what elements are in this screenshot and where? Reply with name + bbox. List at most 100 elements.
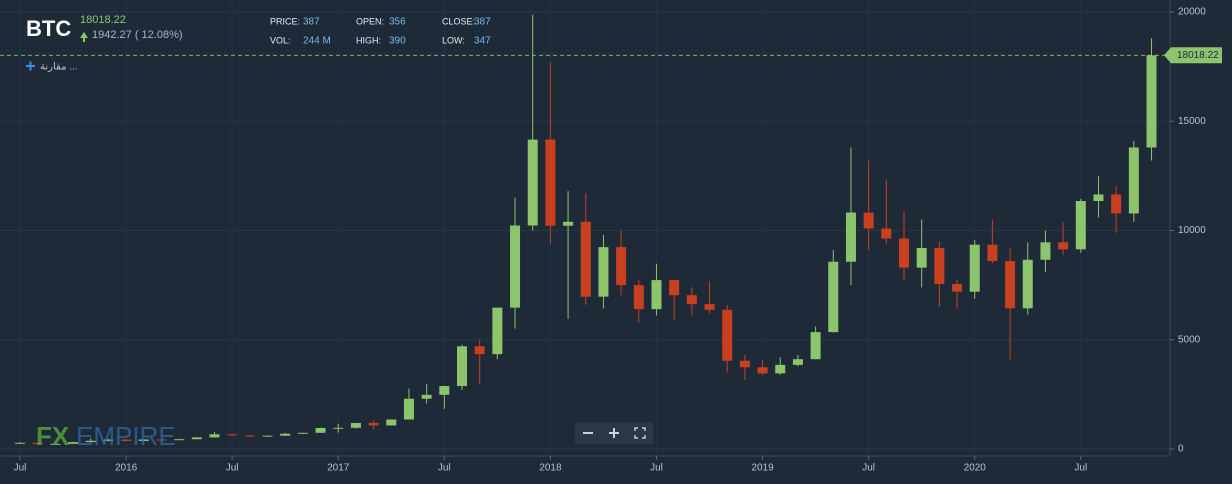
- watermark-empire: EMPIRE: [76, 421, 176, 451]
- info-value: 347: [474, 36, 491, 47]
- candle-body: [121, 439, 132, 441]
- candle-body: [368, 422, 379, 426]
- candle-body: [987, 244, 998, 262]
- info-value: 356: [389, 17, 406, 28]
- candle-body: [792, 359, 803, 365]
- candle-body: [580, 221, 591, 297]
- zoom-controls: [575, 422, 653, 444]
- x-tick-label: Jul: [1074, 463, 1087, 474]
- x-tick-label: Jul: [438, 463, 451, 474]
- candle-body: [952, 284, 963, 292]
- candle-body: [439, 386, 450, 395]
- candle-body: [616, 247, 627, 286]
- candle-body: [633, 285, 644, 310]
- info-value: 244 M: [303, 36, 331, 47]
- candle-body: [969, 244, 980, 292]
- candle-body: [191, 437, 202, 440]
- candle-body: [1040, 242, 1051, 260]
- candle-body: [297, 432, 308, 434]
- last-price: 18018.22: [80, 14, 126, 26]
- x-tick-label: Jul: [14, 463, 27, 474]
- candle-body: [757, 367, 768, 374]
- x-tick-label: 2020: [964, 463, 987, 474]
- x-tick-label: Jul: [226, 463, 239, 474]
- candle-body: [739, 360, 750, 368]
- price-tag-label: 18018.22: [1177, 50, 1219, 61]
- candle-body: [474, 346, 485, 355]
- candle-body: [244, 435, 255, 437]
- price-tag: [1164, 47, 1222, 64]
- candle-body: [810, 332, 821, 360]
- x-tick-label: Jul: [862, 463, 875, 474]
- candle-body: [1058, 242, 1069, 250]
- candle-body: [457, 346, 467, 387]
- candle-body: [651, 280, 662, 310]
- candle-body: [527, 139, 538, 226]
- candle-body: [598, 247, 609, 297]
- candle-body: [934, 247, 945, 285]
- candle-body: [845, 212, 856, 262]
- candle-body: [1075, 201, 1086, 250]
- info-label: CLOSE:: [442, 16, 475, 26]
- info-label: HIGH:: [356, 35, 381, 45]
- candle-body: [899, 238, 909, 268]
- candle-body: [669, 280, 680, 296]
- y-tick-label: 20000: [1178, 7, 1206, 18]
- candles: [15, 14, 1157, 445]
- info-value: 387: [474, 17, 491, 28]
- candle-body: [138, 439, 149, 441]
- candle-body: [386, 419, 397, 426]
- x-tick-label: 2017: [327, 463, 350, 474]
- info-label: VOL:: [270, 35, 291, 45]
- y-tick-label: 10000: [1178, 225, 1206, 236]
- candle-body: [32, 442, 43, 444]
- compare-button[interactable]: مقارنة ...: [26, 61, 78, 73]
- info-value: 387: [303, 17, 320, 28]
- y-tick-label: 0: [1178, 444, 1184, 455]
- x-tick-label: 2016: [115, 463, 138, 474]
- candle-body: [1146, 55, 1157, 148]
- candle-body: [916, 247, 927, 268]
- watermark: FX EMPIRE: [36, 421, 176, 451]
- candle-body: [315, 427, 326, 433]
- candle-body: [403, 398, 414, 420]
- candle-body: [563, 221, 574, 226]
- up-arrow: [80, 32, 88, 42]
- compare-label[interactable]: مقارنة ...: [40, 62, 78, 73]
- candle-body: [262, 435, 273, 437]
- watermark-fx: FX: [36, 421, 70, 451]
- zoom-in[interactable]: [609, 428, 619, 438]
- plus-icon: [26, 61, 35, 71]
- candle-body: [1128, 147, 1139, 214]
- candle-body: [1111, 194, 1122, 214]
- candle-body: [1093, 194, 1104, 202]
- candle-body: [492, 307, 503, 355]
- candle-body: [863, 212, 874, 229]
- candle-body: [103, 439, 114, 441]
- candle-body: [421, 394, 432, 399]
- y-tick-label: 5000: [1178, 334, 1201, 345]
- candle-body: [280, 433, 291, 436]
- candle-body: [68, 442, 79, 444]
- candle-body: [545, 139, 556, 226]
- change: 1942.27 ( 12.08%): [92, 29, 183, 41]
- candle-body: [1022, 259, 1033, 309]
- info-label: PRICE:: [270, 16, 300, 26]
- candle-body: [510, 225, 521, 308]
- candle-body: [686, 295, 697, 305]
- candle-body: [828, 261, 839, 333]
- x-tick-label: Jul: [650, 463, 663, 474]
- info-label: LOW:: [442, 35, 465, 45]
- symbol: BTC: [26, 16, 71, 41]
- y-tick-label: 15000: [1178, 116, 1206, 127]
- fullscreen[interactable]: [634, 427, 646, 439]
- info-label: OPEN:: [356, 16, 384, 26]
- candle-body: [209, 434, 220, 438]
- candle-body: [333, 427, 344, 429]
- candle-body: [15, 442, 25, 444]
- candle-body: [722, 309, 733, 361]
- candle-body: [1005, 261, 1016, 309]
- candle-body: [350, 422, 361, 428]
